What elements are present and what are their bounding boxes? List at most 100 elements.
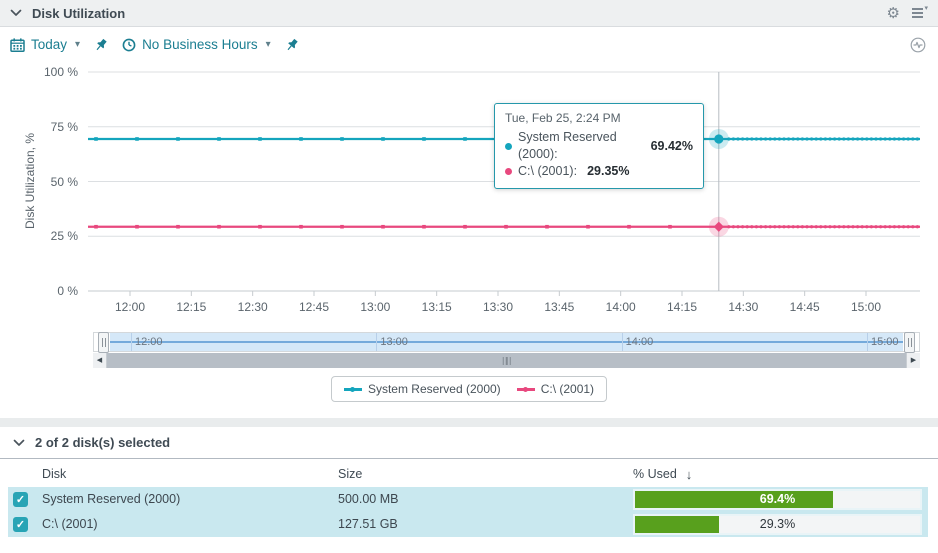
series-bullet-icon (505, 168, 512, 175)
legend: System Reserved (2000) C:\ (2001) (0, 376, 938, 402)
y-tick-label: 50 % (50, 174, 78, 189)
page-title: Disk Utilization (32, 5, 126, 21)
collapse-chevron-icon[interactable] (13, 439, 25, 447)
series-bullet-icon (505, 142, 512, 150)
x-tick-label: 14:15 (666, 300, 697, 314)
overview-hour-label: 15:00 (870, 336, 899, 348)
legend-item-label: System Reserved (2000) (367, 382, 501, 396)
x-tick-label: 13:15 (421, 300, 452, 314)
time-range-scrubber: 12:00 13:00 14:00 15:00 ◀ ▶ (93, 332, 920, 369)
x-tick-label: 14:30 (728, 300, 759, 314)
tooltip-entry-label: System Reserved (2000): (518, 130, 617, 161)
clock-icon (122, 38, 136, 51)
toolbar: Today ▾ No Business Hours ▾ (0, 27, 938, 62)
used-percent-label: 69.4% (759, 492, 796, 506)
sort-desc-icon: ↓ (685, 467, 693, 482)
legend-marker-icon (516, 385, 535, 393)
x-tick-label: 13:45 (544, 300, 575, 314)
table-row[interactable]: System Reserved (2000) 500.00 MB 69.4% (8, 487, 928, 512)
collapse-chevron-icon[interactable] (10, 9, 22, 17)
pin-icon (96, 38, 107, 50)
date-range-button[interactable]: Today ▾ (10, 37, 80, 52)
row-checkbox[interactable] (13, 492, 28, 507)
overview-hour-gridline (621, 333, 623, 351)
y-tick-label: 25 % (50, 229, 78, 244)
overview-hour-label: 14:00 (625, 336, 654, 348)
overview-hour-gridline (131, 333, 132, 351)
chevron-down-icon: ▾ (265, 39, 271, 50)
used-percent-fill (635, 491, 833, 508)
y-tick-label: 100 % (43, 65, 78, 79)
disk-size: 127.51 GB (338, 517, 398, 531)
chart-tooltip: Tue, Feb 25, 2:24 PM System Reserved (20… (494, 103, 704, 189)
y-axis-labels: 100 % 75 % 50 % 25 % 0 % (0, 65, 78, 298)
disk-size: 500.00 MB (338, 492, 399, 506)
table-row[interactable]: C:\ (2001) 127.51 GB 29.3% (8, 512, 928, 537)
menu-icon[interactable]: ▾ (912, 5, 928, 19)
chevron-down-icon: ▾ (75, 39, 81, 50)
business-hours-label: No Business Hours (142, 37, 258, 52)
scroll-left-button[interactable]: ◀ (93, 353, 107, 368)
overview-hour-gridline (376, 333, 378, 351)
used-percent-bar: 29.3% (633, 514, 922, 535)
disk-selection-header: 2 of 2 disk(s) selected (0, 427, 938, 459)
x-tick-label: 14:00 (605, 300, 636, 314)
overview-hour-gridline (866, 333, 868, 351)
gear-icon[interactable]: ⚙ (886, 4, 900, 22)
disk-name: System Reserved (2000) (42, 492, 181, 506)
disk-utilization-chart: Disk Utilization, % 100 % 75 % 50 % 25 % 0 %… (0, 62, 938, 330)
y-tick-label: 0 % (57, 284, 78, 298)
overview-scrollbar[interactable]: ◀ ▶ (93, 353, 920, 368)
y-tick-label: 75 % (50, 119, 78, 134)
column-header-used[interactable]: % Used ↓ (633, 467, 693, 482)
menu-caret-icon: ▾ (924, 5, 928, 12)
section-divider (0, 418, 938, 427)
pin-icon (287, 38, 298, 50)
used-percent-label: 29.3% (759, 517, 796, 531)
overview-hour-label: 12:00 (135, 336, 163, 348)
x-tick-label: 12:00 (114, 300, 146, 314)
tooltip-entry: System Reserved (2000): 69.42% (505, 129, 693, 163)
widget-header: Disk Utilization ⚙ ▾ (0, 0, 938, 27)
x-tick-label: 13:30 (482, 300, 513, 314)
tooltip-entry-value: 29.35% (587, 164, 630, 178)
pulse-icon (910, 37, 926, 52)
column-header-size[interactable]: Size (338, 467, 363, 481)
x-tick-label: 15:00 (850, 300, 881, 314)
overview-selection[interactable]: 12:00 13:00 14:00 15:00 (110, 333, 903, 351)
legend-item-c-drive[interactable]: C:\ (2001) (516, 382, 595, 396)
disk-table-header: Disk Size % Used ↓ (0, 459, 938, 487)
business-hours-button[interactable]: No Business Hours ▾ (122, 37, 271, 52)
tooltip-entry-label: C:\ (2001): (518, 164, 578, 178)
legend-item-label: C:\ (2001) (540, 382, 595, 396)
overview-band: 12:00 13:00 14:00 15:00 (93, 332, 920, 353)
legend-marker-icon (343, 385, 362, 393)
x-tick-label: 14:45 (789, 300, 820, 314)
date-range-label: Today (31, 37, 68, 52)
tooltip-time: Tue, Feb 25, 2:24 PM (505, 111, 621, 125)
disk-name: C:\ (2001) (42, 517, 98, 531)
column-header-disk[interactable]: Disk (42, 467, 67, 481)
row-checkbox[interactable] (13, 517, 28, 532)
date-range-pin-button[interactable] (94, 38, 108, 52)
x-axis-labels: 12:00 12:15 12:30 12:45 13:00 13:15 13:30 13:45… (88, 300, 920, 314)
range-handle-right[interactable] (904, 332, 915, 353)
overview-series-line (110, 341, 903, 343)
scrollbar-grip[interactable] (502, 356, 511, 365)
x-tick-label: 12:45 (298, 300, 329, 314)
tooltip-entry: C:\ (2001): 29.35% (505, 163, 693, 180)
used-percent-bar: 69.4% (633, 489, 922, 510)
tooltip-entry-value: 69.42% (650, 138, 693, 153)
x-tick-label: 13:00 (360, 300, 391, 314)
plot-svg (88, 71, 920, 296)
legend-item-system-reserved[interactable]: System Reserved (2000) (343, 382, 501, 396)
x-tick-label: 12:30 (237, 300, 268, 314)
business-hours-pin-button[interactable] (285, 38, 299, 52)
selection-summary: 2 of 2 disk(s) selected (35, 435, 171, 450)
used-percent-fill (635, 516, 719, 533)
baseline-toggle-button[interactable] (910, 37, 926, 53)
scroll-right-button[interactable]: ▶ (906, 353, 920, 368)
range-handle-left[interactable] (98, 332, 109, 353)
calendar-icon (10, 37, 25, 52)
